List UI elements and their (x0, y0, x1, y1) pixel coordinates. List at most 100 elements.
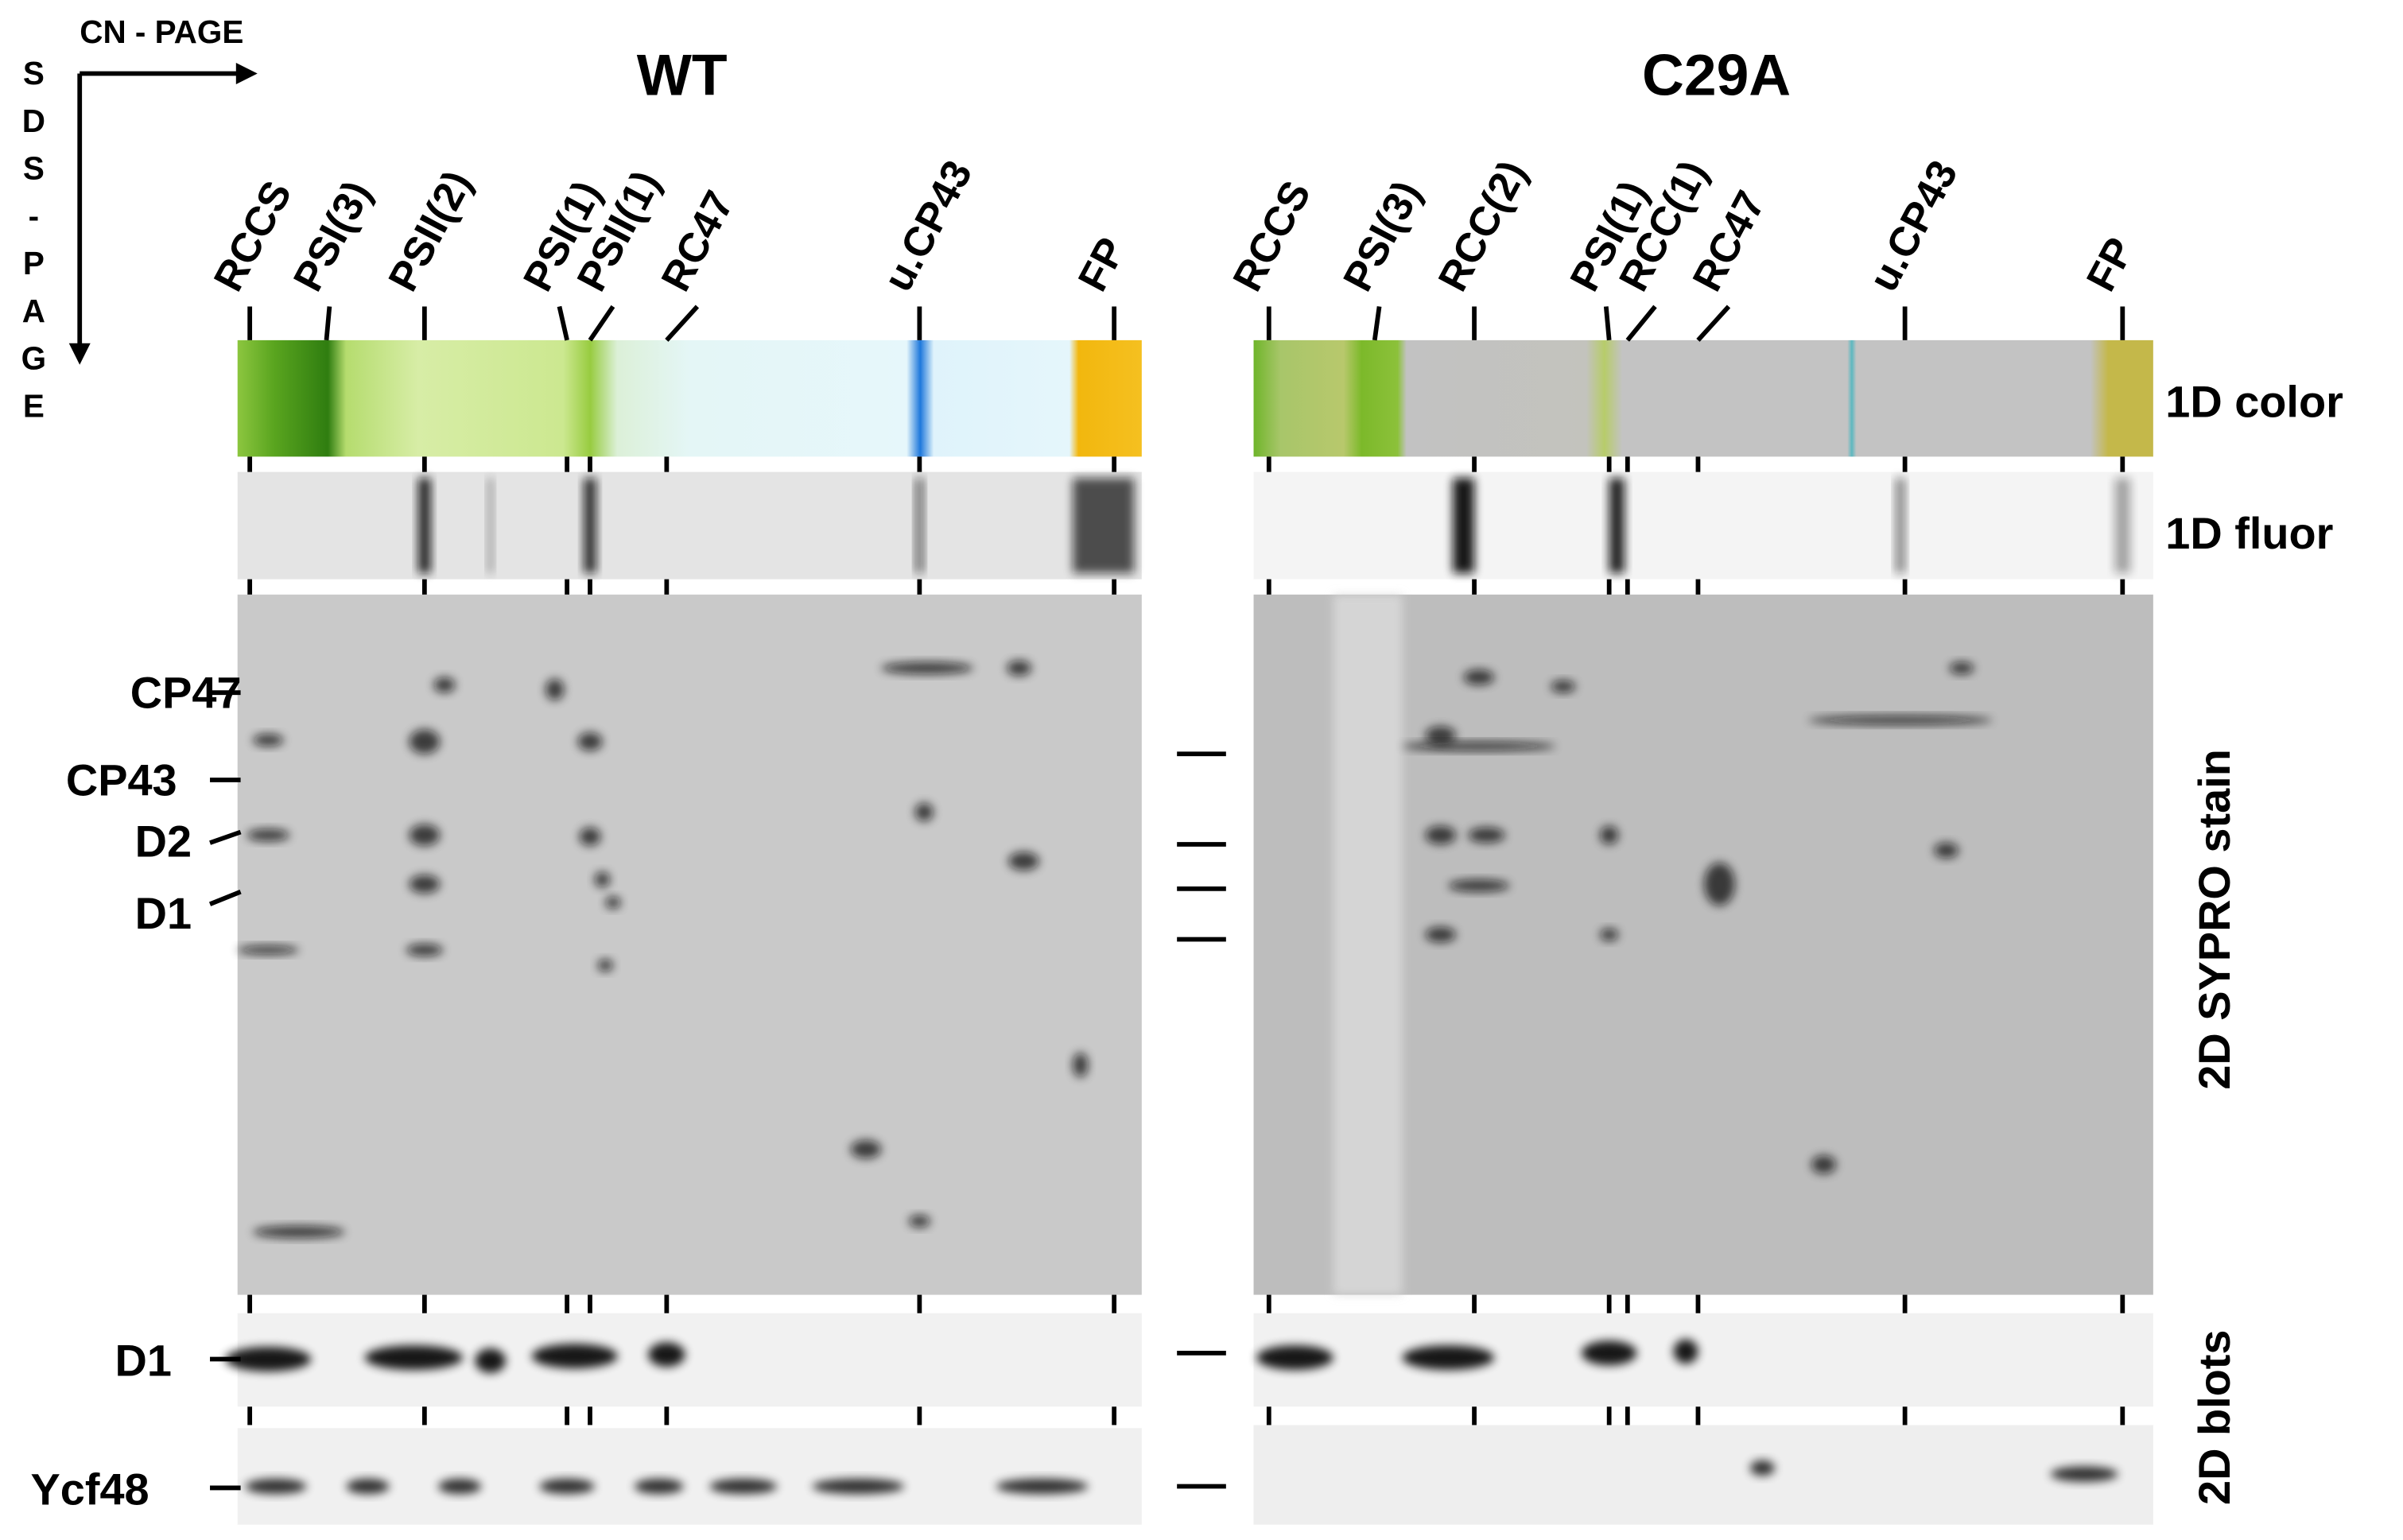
row-label: 2D blots (2189, 1330, 2239, 1505)
lane-label: PSI(3) (1335, 173, 1431, 298)
lane-label: u.CP43 (875, 153, 981, 299)
protein-spot (1811, 1155, 1836, 1174)
blot-band (812, 1478, 905, 1495)
protein-spot (1007, 660, 1032, 676)
protein-spot (1448, 879, 1510, 892)
lane-pointer (588, 305, 615, 342)
lane-label: FP (1070, 231, 1135, 299)
fluor-band (1609, 478, 1625, 573)
panel-title: WT (637, 43, 728, 108)
axis-letter: S (23, 150, 45, 187)
lane-pointer (1625, 305, 1657, 342)
blot-band (346, 1478, 390, 1495)
protein-spot (577, 732, 603, 751)
blot-band (438, 1478, 482, 1495)
protein-spot (1600, 928, 1619, 941)
blot-band (539, 1478, 595, 1495)
gel-streak (1333, 594, 1403, 1295)
protein-spot (1463, 669, 1495, 685)
fluor-band (1073, 478, 1135, 573)
protein-spot (605, 896, 621, 909)
lane-pointer (1372, 306, 1382, 341)
row-label: 1D fluor (2165, 508, 2333, 558)
axis-letter: A (22, 293, 45, 329)
protein-spot (237, 945, 299, 955)
marker-dashes (1177, 751, 1226, 1489)
lane-pointer (1696, 305, 1731, 342)
protein-spot (406, 944, 443, 956)
blot-band (996, 1478, 1089, 1495)
blot-band (2050, 1466, 2118, 1482)
protein-spot (579, 827, 601, 846)
protein-spot (1425, 927, 1456, 943)
lane-label: RC47 (653, 184, 743, 299)
pointer (209, 829, 242, 845)
arrow-head (235, 63, 258, 85)
blot-band (475, 1348, 507, 1373)
protein-spot (253, 734, 284, 747)
arrow-head (68, 343, 91, 365)
protein-spot (1949, 661, 1974, 675)
gel-spots (225, 478, 2130, 1495)
lane-label: FP (2078, 231, 2143, 299)
fluor-band (2114, 478, 2130, 573)
lane-label: u.CP43 (1861, 153, 1967, 299)
blot-band (634, 1478, 684, 1495)
protein-spot (1425, 726, 1456, 745)
lane-label: RCC(2) (1430, 153, 1536, 299)
blot-band (709, 1478, 778, 1495)
protein-label: D1 (135, 888, 192, 938)
lane-pointer (324, 306, 332, 341)
fluor-band (487, 478, 494, 573)
color-strip (1253, 339, 2153, 457)
pointer (208, 890, 242, 906)
lane-label: RCCS (205, 173, 301, 298)
blot-d1 (1253, 1313, 2153, 1407)
protein-spot (1551, 680, 1576, 693)
protein-spot (1600, 825, 1619, 844)
blot-band (225, 1347, 312, 1371)
protein-spot (1008, 851, 1039, 871)
lane-label: PSI(3) (285, 173, 380, 298)
axis-letter: E (23, 387, 45, 424)
row-label: 2D SYPRO stain (2189, 749, 2239, 1090)
sypro-gel (237, 594, 1142, 1295)
fluor-band (584, 478, 596, 573)
blot-band (648, 1342, 685, 1367)
row-label: 1D color (2165, 376, 2343, 426)
fluor-strip (237, 471, 1142, 580)
protein-spot (1468, 827, 1505, 844)
protein-spot (247, 828, 290, 842)
protein-spot (914, 802, 934, 822)
blot-ycf48 (237, 1428, 1142, 1525)
lane-pointer (665, 305, 700, 342)
blot-band (1581, 1340, 1637, 1366)
lane-pointer (557, 305, 569, 341)
fluor-strip (1253, 471, 2153, 580)
protein-spot (409, 875, 441, 894)
protein-label: D2 (135, 816, 192, 866)
protein-spot (545, 678, 565, 700)
blot-band (245, 1478, 307, 1495)
fluor-band (1453, 478, 1475, 573)
blot-label: Ycf48 (31, 1464, 149, 1515)
protein-label: CP43 (66, 754, 177, 805)
protein-spot (594, 871, 611, 887)
protein-spot (1425, 825, 1456, 844)
lane-label: RCCS (1225, 173, 1320, 298)
protein-spot (1402, 741, 1556, 751)
protein-spot (850, 1139, 882, 1159)
protein-spot (1704, 863, 1735, 906)
blot-band (364, 1345, 464, 1371)
axis-letter: D (22, 103, 45, 139)
axis-label: CN - PAGE (80, 14, 243, 50)
protein-spot (409, 729, 441, 754)
protein-spot (1934, 843, 1959, 859)
fluor-band (1896, 478, 1905, 573)
protein-spot (1808, 716, 1993, 725)
panel-title: C29A (1642, 43, 1791, 108)
axis-letter: S (23, 55, 45, 91)
blot-ycf48 (1253, 1425, 2153, 1525)
